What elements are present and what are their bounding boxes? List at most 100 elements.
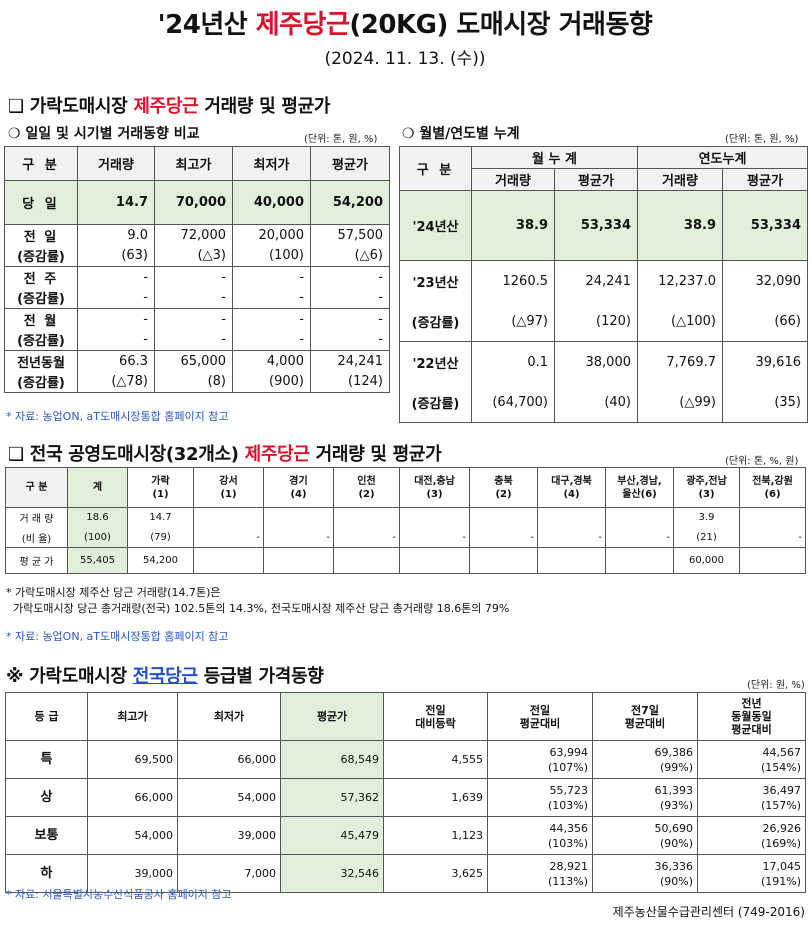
national-unit: (단위: 톤, %, 원)	[725, 456, 799, 467]
cell-change: (124)	[310, 371, 390, 393]
cell-value: 39,000	[177, 816, 281, 855]
cell-change: (△3)	[154, 245, 233, 267]
monthly-group: 월 누 계	[471, 146, 638, 169]
cell-value: 45,479	[280, 816, 384, 855]
grade-price-table: 등 급 최고가 최저가 평균가 전일 대비등락 전일 평균대비 전7일 평균대비 전년…	[5, 692, 806, 893]
grade-row: 보통 54,000 39,000 45,479 1,123 44,356 (103…	[5, 816, 806, 855]
monthly-unit: (단위: 톤, 원, %)	[725, 134, 799, 145]
cell-value: 32,546	[280, 854, 384, 893]
cell-change: (63)	[77, 245, 155, 267]
national-header: 충북 (2)	[469, 467, 538, 508]
national-header: 대구,경북 (4)	[537, 467, 606, 508]
cell-change: (900)	[232, 371, 311, 393]
national-ratio-row: (비 율) (100) (79) - - - - - - - (21) -	[5, 527, 806, 548]
title-prefix: '24년산	[157, 10, 256, 40]
monthly-header: 평균가	[722, 168, 808, 191]
section3-suffix: 등급별 가격동향	[197, 666, 324, 687]
share-note-line: 가락도매시장 당근 총거래량(전국) 102.5톤의 14.3%, 전국도매시장…	[6, 602, 510, 615]
row-label: '22년산	[399, 341, 472, 384]
row-label: 전 일	[4, 224, 78, 246]
cell-value: 38.9	[637, 190, 723, 261]
national-table: 구 분 계 가락 (1) 강서 (1) 경기 (4) 인천 (2) 대전,충남 (3) 충…	[5, 467, 806, 574]
section2-suffix: 거래량 및 평균가	[309, 444, 442, 465]
cell-value: 24,241	[310, 350, 390, 372]
cell-value	[193, 547, 264, 574]
cell-value: (79)	[127, 527, 194, 548]
cell-value: 36,497 (157%)	[697, 778, 806, 817]
daily-subtitle: ❍ 일일 및 시기별 거래동향 비교	[8, 126, 200, 142]
daily-header: 구 분	[4, 146, 78, 181]
row-label: 당 일	[4, 180, 78, 225]
cell-change: -	[77, 287, 155, 309]
row-label: 전년동월	[4, 350, 78, 372]
share-note: * 가락도매시장 제주산 당근 거래량(14.7톤)은 가락도매시장 당근 총거…	[6, 585, 509, 617]
monthly-header-row: 거래량 평균가 거래량 평균가	[399, 168, 808, 191]
monthly-row: '22년산 0.1 38,000 7,769.7 39,616	[399, 341, 808, 384]
report-date: (2024. 11. 13. (수))	[324, 49, 486, 69]
cell-value	[193, 507, 264, 528]
cell-value	[263, 547, 334, 574]
section1-suffix: 거래량 및 평균가	[198, 96, 331, 117]
grades-header: 전년 동월동일 평균대비	[697, 692, 806, 741]
cell-change: -	[310, 287, 390, 309]
title-suffix: (20KG) 도매시장 거래동향	[349, 10, 653, 40]
cell-value: (100)	[67, 527, 128, 548]
row-sublabel: (증감률)	[4, 329, 78, 351]
daily-header: 최저가	[232, 146, 311, 181]
cell-value: 70,000	[154, 180, 233, 225]
cell-change: (△78)	[77, 371, 155, 393]
monthly-subtitle: ❍ 월별/연도별 누계	[402, 126, 520, 142]
cell-value: 65,000	[154, 350, 233, 372]
section1-heading: ❑ 가락도매시장 제주당근 거래량 및 평균가	[8, 92, 330, 118]
daily-header-row: 구 분 거래량 최고가 최저가 평균가	[4, 146, 390, 181]
daily-row-change: (증감률) - - - -	[4, 287, 390, 309]
daily-row: 전 주 - - - -	[4, 266, 390, 288]
daily-row: 전년동월 66.3 65,000 4,000 24,241	[4, 350, 390, 372]
row-label: 평 균 가	[5, 547, 68, 574]
national-header: 전북,강원 (6)	[739, 467, 806, 508]
cell-value: -	[154, 308, 233, 330]
grades-header: 최저가	[177, 692, 281, 741]
cell-value: 14.7	[127, 507, 194, 528]
cell-value: 69,386 (99%)	[592, 740, 698, 779]
section2-bullet: ❑	[8, 444, 24, 465]
cell-value: 38.9	[471, 190, 555, 261]
cell-change: (40)	[554, 383, 638, 423]
row-label: 거 래 량	[5, 507, 68, 528]
cell-value: -	[154, 266, 233, 288]
cell-value: 57,362	[280, 778, 384, 817]
cell-value: 12,237.0	[637, 260, 723, 303]
cell-change: -	[154, 287, 233, 309]
cell-value: -	[77, 266, 155, 288]
national-price-row: 평 균 가 55,405 54,200 60,000	[5, 547, 806, 574]
daily-row-change: (증감률) - - - -	[4, 329, 390, 351]
cell-change: -	[310, 329, 390, 351]
monthly-header: 평균가	[554, 168, 638, 191]
cell-value: 39,616	[722, 341, 808, 384]
row-sublabel: (증감률)	[4, 287, 78, 309]
cell-value	[469, 507, 538, 528]
cell-value: -	[232, 266, 311, 288]
cell-change: (△6)	[310, 245, 390, 267]
national-header: 대전,충남 (3)	[399, 467, 470, 508]
cell-value: 3.9	[673, 507, 740, 528]
cell-value: 63,994 (107%)	[487, 740, 593, 779]
section2-highlight: 제주당근	[244, 444, 310, 465]
cell-value	[537, 547, 606, 574]
cell-change: (△97)	[471, 302, 555, 342]
cell-value: 44,567 (154%)	[697, 740, 806, 779]
cell-value: 38,000	[554, 341, 638, 384]
row-sublabel: (증감률)	[399, 302, 472, 342]
row-label: '24년산	[399, 190, 472, 261]
cell-value: 50,690 (90%)	[592, 816, 698, 855]
cell-change: -	[154, 329, 233, 351]
cell-value: -	[193, 527, 264, 548]
grades-header: 전일 대비등락	[383, 692, 488, 741]
cell-value: 40,000	[232, 180, 311, 225]
cell-value: 54,200	[310, 180, 390, 225]
cell-value: 72,000	[154, 224, 233, 246]
cell-value: 60,000	[673, 547, 740, 574]
section3-bullet: ※	[6, 666, 24, 687]
grade-row: 하 39,000 7,000 32,546 3,625 28,921 (113%)…	[5, 854, 806, 893]
cell-change: (66)	[722, 302, 808, 342]
